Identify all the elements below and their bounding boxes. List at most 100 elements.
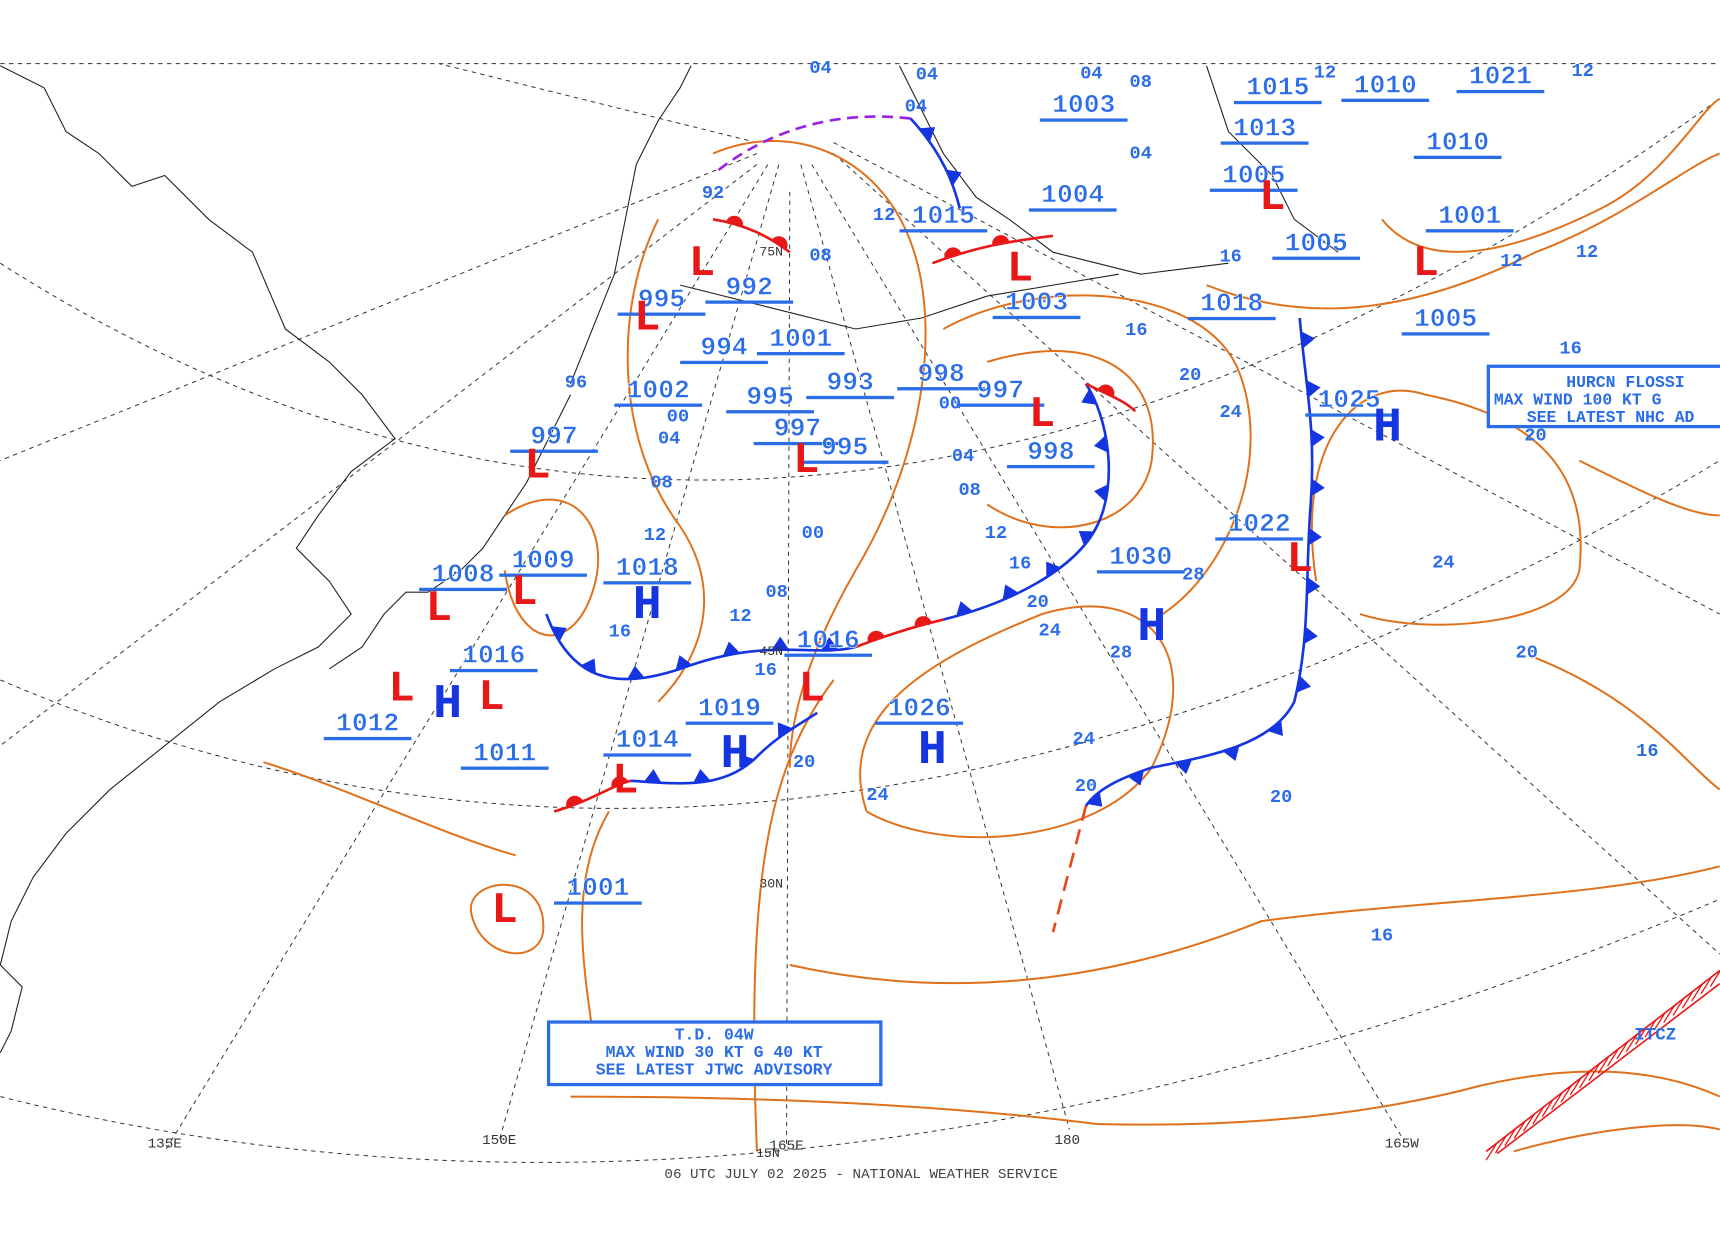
pressure-label: 992 (726, 272, 773, 302)
label-underline (617, 312, 706, 316)
advisory-text: SEE LATEST NHC AD (1527, 408, 1695, 427)
pressure-label: 1010 (1426, 128, 1489, 158)
front-semicircle (1097, 384, 1115, 397)
isobar-label: 12 (1500, 250, 1522, 272)
label-underline (554, 901, 642, 905)
label-underline (510, 449, 598, 453)
label-underline (1187, 316, 1276, 321)
latitude-label: 30N (759, 876, 783, 891)
isobar-label: 96 (565, 372, 587, 394)
isobar (859, 605, 1175, 839)
front-triangle (1093, 435, 1109, 453)
isobar-label: 08 (1130, 71, 1152, 93)
pressure-label: 1014 (616, 725, 679, 755)
label-underline (1272, 256, 1361, 260)
pressure-label: 1005 (1285, 228, 1348, 258)
coastline (1206, 65, 1339, 253)
pressure-label: 1001 (566, 873, 629, 903)
high-center: H (1137, 601, 1166, 655)
front-triangle (777, 722, 793, 739)
advisory-box (546, 1020, 883, 1087)
isobar (263, 761, 516, 857)
front-triangle (627, 665, 645, 680)
pressure-label: 1019 (698, 693, 761, 723)
high-center: H (1373, 401, 1402, 455)
low-center: L (1259, 173, 1285, 223)
front-triangle (1267, 719, 1284, 736)
isobar-label: 24 (1219, 401, 1241, 423)
meridian (833, 142, 1720, 615)
isobar (626, 218, 706, 703)
label-underline (875, 721, 964, 725)
label-underline (1215, 537, 1304, 541)
pressure-label: 1005 (1414, 304, 1477, 334)
label-underline (1028, 208, 1117, 212)
label-underline (449, 668, 538, 673)
front-triangle (1174, 759, 1193, 775)
isobar-label: 04 (809, 57, 831, 79)
pressure-label: 1003 (1052, 90, 1115, 120)
pressure-label: 1011 (473, 738, 536, 768)
front-triangle (580, 658, 597, 674)
advisory-text: MAX WIND 100 KT G (1494, 391, 1662, 410)
pressure-label: 1015 (912, 201, 975, 231)
meridian (811, 164, 1405, 1141)
front-semicircle (611, 776, 629, 788)
isobar-label: 16 (1636, 740, 1658, 762)
coastline (569, 65, 692, 385)
pressure-label: 1001 (1438, 201, 1501, 231)
pressure-label: 995 (638, 284, 685, 314)
label-underline (753, 441, 842, 446)
advisory-text: HURCN FLOSSI (1566, 373, 1684, 392)
low-center: L (524, 442, 550, 492)
label-underline (705, 300, 794, 304)
high-center: H (633, 579, 662, 633)
isobar-label: 20 (1270, 786, 1292, 808)
label-underline (1413, 155, 1502, 160)
front-triangle (1311, 478, 1325, 497)
low-center: L (793, 436, 819, 486)
label-underline (1096, 570, 1185, 574)
isobar (503, 498, 600, 637)
isobar-label: 92 (702, 182, 724, 204)
advisory-text: T.D. 04W (675, 1026, 754, 1045)
latitude-label: 15N (756, 1146, 780, 1161)
pressure-label: 997 (977, 375, 1024, 405)
meridian (800, 164, 1070, 1130)
front-triangle (739, 754, 755, 770)
front-semicircle (566, 795, 583, 808)
longitude-label: 180 (1054, 1133, 1080, 1149)
low-center: L (1029, 390, 1055, 440)
isobar-label: 00 (939, 392, 961, 414)
high-center: H (721, 728, 750, 782)
front-semicircle (725, 215, 744, 227)
label-underline (756, 352, 845, 356)
pressure-label: 1001 (769, 324, 832, 354)
isobar-label: 08 (765, 581, 787, 603)
isobar-label: 12 (873, 204, 895, 226)
low-center: L (1413, 239, 1439, 289)
label-underline (726, 410, 814, 414)
front-triangle (1087, 791, 1103, 807)
isobar-label: 16 (609, 621, 631, 643)
isobar-label: 08 (650, 471, 672, 493)
pressure-label: 1018 (616, 553, 679, 583)
meridian (498, 164, 780, 1141)
front-triangle (1306, 577, 1321, 595)
isobar-label: 12 (1571, 60, 1593, 82)
parallel (0, 460, 1720, 809)
advisory-box (1486, 364, 1720, 429)
isobar-label: 20 (1026, 591, 1048, 613)
isobar-label: 16 (1009, 553, 1031, 575)
front-triangle (1303, 626, 1318, 644)
isobar (469, 883, 545, 955)
front-triangle (1311, 429, 1325, 447)
coastline (0, 964, 23, 1053)
isobar-label: 24 (1073, 728, 1095, 750)
itcz-band (1485, 969, 1720, 1161)
low-center: L (492, 886, 518, 936)
pressure-label: 995 (821, 432, 868, 462)
low-center: L (799, 664, 825, 714)
front-semicircle (992, 235, 1010, 246)
isobar (986, 349, 1154, 529)
